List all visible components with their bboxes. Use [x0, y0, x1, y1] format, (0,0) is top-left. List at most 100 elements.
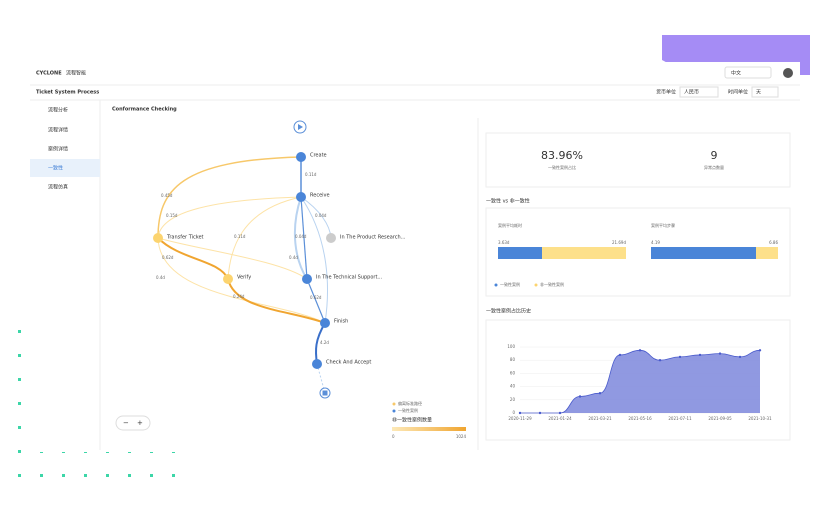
- node[interactable]: [296, 192, 306, 202]
- node[interactable]: [223, 274, 233, 284]
- node-label: In The Product Research...: [340, 235, 406, 241]
- metric-right: 6.86: [769, 240, 778, 245]
- node-label: Transfer Ticket: [166, 235, 204, 241]
- legend-label: 一致性案例: [500, 281, 520, 287]
- bar-nonconform: [756, 247, 778, 259]
- node-label: Check And Accept: [326, 360, 371, 366]
- node[interactable]: [320, 318, 330, 328]
- active-menu: [30, 159, 100, 177]
- edge-label: 0.04d: [295, 234, 307, 239]
- edges: [157, 156, 332, 394]
- node-label: Receive: [310, 193, 330, 199]
- currency-select[interactable]: [679, 86, 719, 98]
- menu-item[interactable]: 流程仿真: [48, 184, 68, 191]
- zoom-out[interactable]: −: [123, 419, 129, 427]
- chart-title: 一致性案例占比历史: [486, 308, 531, 315]
- x-tick-label: 2021-07-11: [668, 416, 692, 421]
- time-unit: 天: [756, 90, 761, 96]
- menu-item[interactable]: 案例详情: [48, 146, 68, 153]
- language: 中文: [731, 70, 741, 77]
- summary-card: [485, 132, 791, 188]
- point: [598, 392, 602, 395]
- edge-label: 0.62d: [162, 255, 174, 260]
- legend-label: 非一致性案例: [540, 281, 564, 287]
- x-tick-label: 2021-09-05: [708, 416, 732, 421]
- point: [618, 353, 622, 357]
- scale-min: 0: [392, 434, 395, 439]
- legend-label: 偏离标准路径: [398, 400, 422, 406]
- bar-nonconform: [542, 247, 626, 259]
- end-icon: [322, 390, 328, 396]
- node-label: Create: [310, 153, 327, 159]
- currency-label: 货币单位: [656, 89, 676, 96]
- edge-label: 0.11d: [234, 234, 246, 239]
- point: [678, 355, 682, 359]
- point: [758, 349, 762, 352]
- edge-label: 0.4d: [156, 275, 165, 280]
- node-label: In The Technical Support...: [316, 275, 383, 281]
- avatar[interactable]: [783, 68, 793, 78]
- node[interactable]: [296, 152, 306, 162]
- currency: 人民币: [684, 89, 699, 96]
- x-tick-label: 2021-05-16: [628, 416, 652, 421]
- product-name: 流程智能: [66, 70, 86, 77]
- point: [698, 353, 702, 357]
- point: [738, 355, 742, 359]
- logo: CYCLONE: [36, 71, 62, 77]
- metric-left: 4.19: [651, 240, 660, 245]
- edge-label: 4.2d: [320, 340, 329, 345]
- x-tick-label: 2021-01-24: [548, 416, 572, 421]
- y-tick-label: 0: [512, 410, 515, 415]
- y-tick-label: 60: [510, 370, 516, 375]
- zoom-in[interactable]: +: [137, 419, 143, 427]
- point: [538, 411, 542, 415]
- point: [578, 395, 582, 398]
- language-select[interactable]: [724, 66, 772, 79]
- legend-label: 一致性案例: [398, 407, 418, 413]
- edge-label: 0.11d: [305, 172, 317, 177]
- menu-item[interactable]: 流程分析: [48, 107, 68, 114]
- node[interactable]: [302, 274, 312, 284]
- summary-value: 9: [711, 149, 718, 162]
- point: [518, 411, 522, 415]
- menu-item[interactable]: 一致性: [48, 165, 63, 172]
- edge-label: 0.24d: [233, 294, 245, 299]
- node-label: Verify: [237, 275, 251, 281]
- play-icon: [298, 124, 303, 130]
- y-tick-label: 40: [510, 384, 516, 389]
- scale-title: 非一致性案例数量: [392, 417, 432, 424]
- node[interactable]: [326, 233, 336, 243]
- section-title: 一致性 vs 非一致性: [486, 198, 530, 205]
- zoom-control[interactable]: [115, 415, 151, 431]
- point: [638, 349, 642, 352]
- page-title: Conformance Checking: [112, 107, 177, 113]
- legend-dot: [392, 409, 396, 413]
- x-tick-label: 2021-10-31: [748, 416, 772, 421]
- time-select[interactable]: [751, 86, 779, 98]
- scale-bar: [392, 427, 466, 431]
- metric-right: 21.69d: [612, 240, 626, 245]
- point: [658, 359, 662, 362]
- menu-item[interactable]: 流程详情: [48, 127, 68, 134]
- node[interactable]: [312, 359, 322, 369]
- time-label: 时间单位: [728, 89, 748, 96]
- y-tick-label: 80: [510, 357, 516, 362]
- legend-dot: [392, 402, 396, 406]
- point: [718, 352, 722, 355]
- x-tick-label: 2020-11-29: [508, 416, 532, 421]
- edge-label: 0.04d: [315, 213, 327, 218]
- summary-label: 一致性案例占比: [548, 164, 576, 170]
- y-tick-label: 20: [510, 397, 516, 402]
- scale-max: 1024: [456, 434, 467, 439]
- chart: 0 20 40 60 80 100 2020-11-29 2021-01-24 2021-03-…: [507, 344, 772, 421]
- bar-conform: [498, 247, 542, 259]
- breadcrumb[interactable]: Ticket System Process: [36, 90, 99, 96]
- x-tick-label: 2021-03-21: [588, 416, 612, 421]
- node[interactable]: [153, 233, 163, 243]
- legend-dot: [534, 283, 538, 287]
- legend-dot: [494, 283, 498, 287]
- node-label: Finish: [334, 319, 348, 325]
- edge-label: 0.45d: [161, 193, 173, 198]
- metric-left: 3.63d: [498, 240, 510, 245]
